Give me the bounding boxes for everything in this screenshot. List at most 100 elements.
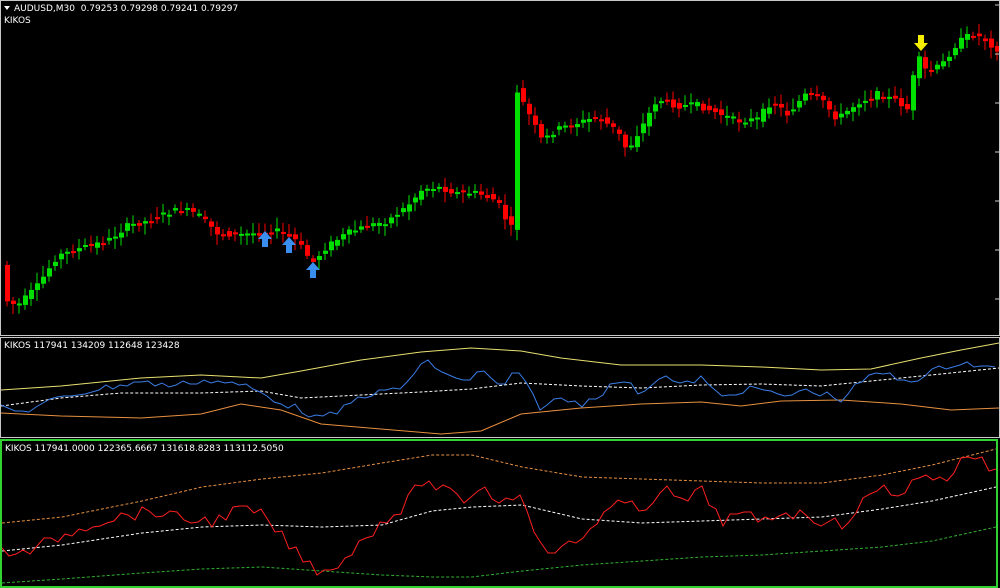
candle: [833, 111, 838, 120]
main-chart-pane[interactable]: AUDUSD,M30 0.79253 0.79298 0.79241 0.792…: [0, 0, 1000, 336]
candle: [5, 264, 10, 302]
candle: [761, 108, 766, 122]
candle: [287, 234, 292, 237]
indicator1-label: KIKOS 117941 134209 112648 123428: [4, 341, 180, 351]
candle: [605, 117, 610, 124]
candle: [827, 101, 832, 110]
candle: [599, 119, 604, 122]
candle: [311, 258, 316, 262]
candle: [749, 118, 754, 122]
candle: [623, 134, 628, 148]
candle: [413, 197, 418, 203]
candle: [119, 232, 124, 238]
candle: [473, 190, 478, 193]
candle: [257, 233, 262, 236]
candle: [935, 64, 940, 70]
ohlc-values: 0.79253 0.79298 0.79241 0.79297: [80, 4, 239, 14]
blue-line: [1, 359, 996, 418]
candle: [377, 222, 382, 226]
candle: [977, 33, 982, 37]
candle: [785, 110, 790, 116]
candle: [863, 100, 868, 103]
candle: [731, 116, 736, 119]
signal-line: [1, 367, 999, 407]
candle: [197, 213, 202, 216]
candle: [83, 245, 88, 248]
candle: [515, 92, 520, 230]
candle: [467, 193, 472, 196]
indicator1-pane[interactable]: KIKOS 117941 134209 112648 123428: [0, 337, 1000, 438]
candle: [35, 283, 40, 291]
candle: [563, 125, 568, 128]
candle: [569, 125, 574, 128]
candle: [305, 245, 310, 256]
candle: [23, 295, 28, 305]
candle: [17, 303, 22, 306]
candle: [815, 94, 820, 97]
candle: [365, 225, 370, 228]
candle: [527, 103, 532, 115]
candle: [77, 248, 82, 252]
candle: [983, 38, 988, 42]
candle: [809, 92, 814, 95]
candle: [521, 88, 526, 102]
candle: [695, 102, 700, 107]
candle: [419, 190, 424, 200]
candle: [269, 232, 274, 235]
candle: [407, 204, 412, 212]
candle: [341, 234, 346, 240]
candle: [773, 103, 778, 106]
yellow-band: [1, 342, 999, 391]
candle: [203, 216, 208, 220]
candle: [719, 109, 724, 115]
candle: [851, 107, 856, 112]
candle: [29, 289, 34, 300]
candle: [737, 119, 742, 123]
candle: [647, 112, 652, 127]
candle: [869, 98, 874, 101]
candle: [881, 96, 886, 100]
candle: [905, 104, 910, 110]
indicator-name: KIKOS: [4, 16, 31, 26]
candle: [155, 217, 160, 220]
candle: [839, 113, 844, 118]
candle: [629, 145, 634, 148]
candle: [209, 221, 214, 227]
candle: [509, 216, 514, 225]
candle: [821, 95, 826, 101]
candle: [671, 99, 676, 108]
candle: [989, 38, 994, 48]
candle: [617, 129, 622, 134]
middle-band: [2, 486, 996, 552]
candle: [665, 99, 670, 102]
candle: [725, 115, 730, 118]
candle: [359, 226, 364, 230]
candle: [41, 276, 46, 284]
candle: [191, 208, 196, 212]
candle: [47, 268, 52, 277]
candle: [299, 240, 304, 245]
indicator2-pane[interactable]: KIKOS 117941.0000 122365.6667 131618.828…: [0, 439, 998, 588]
candle: [857, 104, 862, 108]
candle: [59, 253, 64, 260]
candle: [503, 204, 508, 220]
buy-arrow-icon: [282, 237, 296, 253]
candle: [275, 228, 280, 232]
candle: [455, 192, 460, 195]
candle: [875, 91, 880, 100]
candle: [185, 207, 190, 210]
candle: [701, 103, 706, 111]
candle: [677, 103, 682, 109]
candle: [965, 34, 970, 40]
dropdown-triangle-icon[interactable]: [4, 6, 10, 10]
indicator1-plot: [1, 342, 999, 435]
candle: [221, 234, 226, 237]
candle: [707, 105, 712, 111]
upper-band: [2, 448, 996, 524]
candle: [179, 211, 184, 214]
candle: [659, 101, 664, 104]
candle: [335, 239, 340, 246]
red-line: [2, 456, 996, 576]
candle: [581, 119, 586, 123]
candle: [947, 56, 952, 61]
